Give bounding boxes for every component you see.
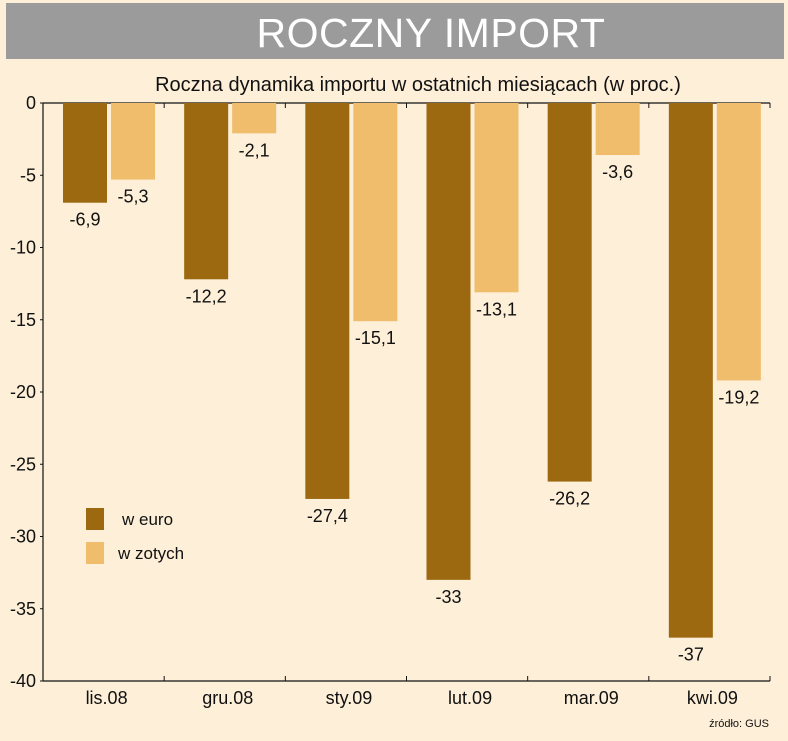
bar-zloty: [353, 103, 398, 322]
chart-subtitle: Roczna dynamika importu w ostatnich mies…: [155, 74, 681, 96]
bar-euro: [547, 103, 592, 482]
x-tick-label: kwi.09: [687, 688, 738, 708]
bar-zloty: [232, 103, 277, 134]
x-tick-label: mar.09: [564, 688, 619, 708]
data-label: -27,4: [307, 506, 348, 526]
x-tick-label: sty.09: [326, 688, 373, 708]
y-tick-label: -15: [10, 310, 36, 330]
data-label: -3,6: [602, 162, 633, 182]
data-label: -5,3: [117, 187, 148, 207]
bar-euro: [184, 103, 229, 280]
data-label: -13,1: [476, 299, 517, 319]
x-tick-label: lut.09: [448, 688, 492, 708]
banner-box: [6, 3, 784, 59]
y-tick-label: -25: [10, 454, 36, 474]
data-label: -15,1: [355, 328, 396, 348]
x-tick-label: gru.08: [202, 688, 253, 708]
legend-swatch: [86, 508, 104, 530]
bar-zloty: [111, 103, 155, 180]
data-label: -26,2: [549, 489, 590, 509]
data-label: -12,2: [186, 286, 227, 306]
banner: ROCZNY IMPORT: [0, 0, 788, 62]
y-tick-label: -5: [20, 165, 36, 185]
bar-zloty: [474, 103, 519, 293]
banner-title: ROCZNY IMPORT: [256, 10, 606, 56]
axes: 0 -5 -10 -15 -20 -25 -30 -35 -40 lis.08 gru.08 sty.…: [10, 93, 771, 708]
bar-euro: [668, 103, 713, 638]
y-tick-label: -20: [10, 382, 36, 402]
legend-swatch: [86, 542, 104, 564]
bar-zloty: [716, 103, 761, 381]
bar-euro: [63, 103, 107, 203]
y-tick-label: -30: [10, 527, 36, 547]
y-tick-label: -10: [10, 238, 36, 258]
data-label: -33: [435, 587, 461, 607]
y-tick-label: -40: [10, 671, 36, 691]
x-tick-label: lis.08: [86, 688, 128, 708]
data-label: -37: [678, 645, 704, 665]
legend-label: w euro: [121, 510, 173, 529]
legend: w euro w zotych: [86, 508, 184, 564]
data-label: -19,2: [718, 387, 759, 407]
bar-euro: [426, 103, 471, 580]
source-note: źródło: GUS: [709, 718, 769, 730]
bar-euro: [305, 103, 350, 499]
bar-zloty: [595, 103, 640, 156]
legend-label: w zotych: [117, 544, 184, 563]
y-tick-label: -35: [10, 599, 36, 619]
y-tick-label: 0: [26, 93, 36, 113]
data-label: -2,1: [239, 140, 270, 160]
bars: -6,9 -5,3 -12,2 -2,1 -27,4 -15,1 -33 -13,1 -26,2…: [63, 103, 761, 665]
data-label: -6,9: [69, 210, 100, 230]
